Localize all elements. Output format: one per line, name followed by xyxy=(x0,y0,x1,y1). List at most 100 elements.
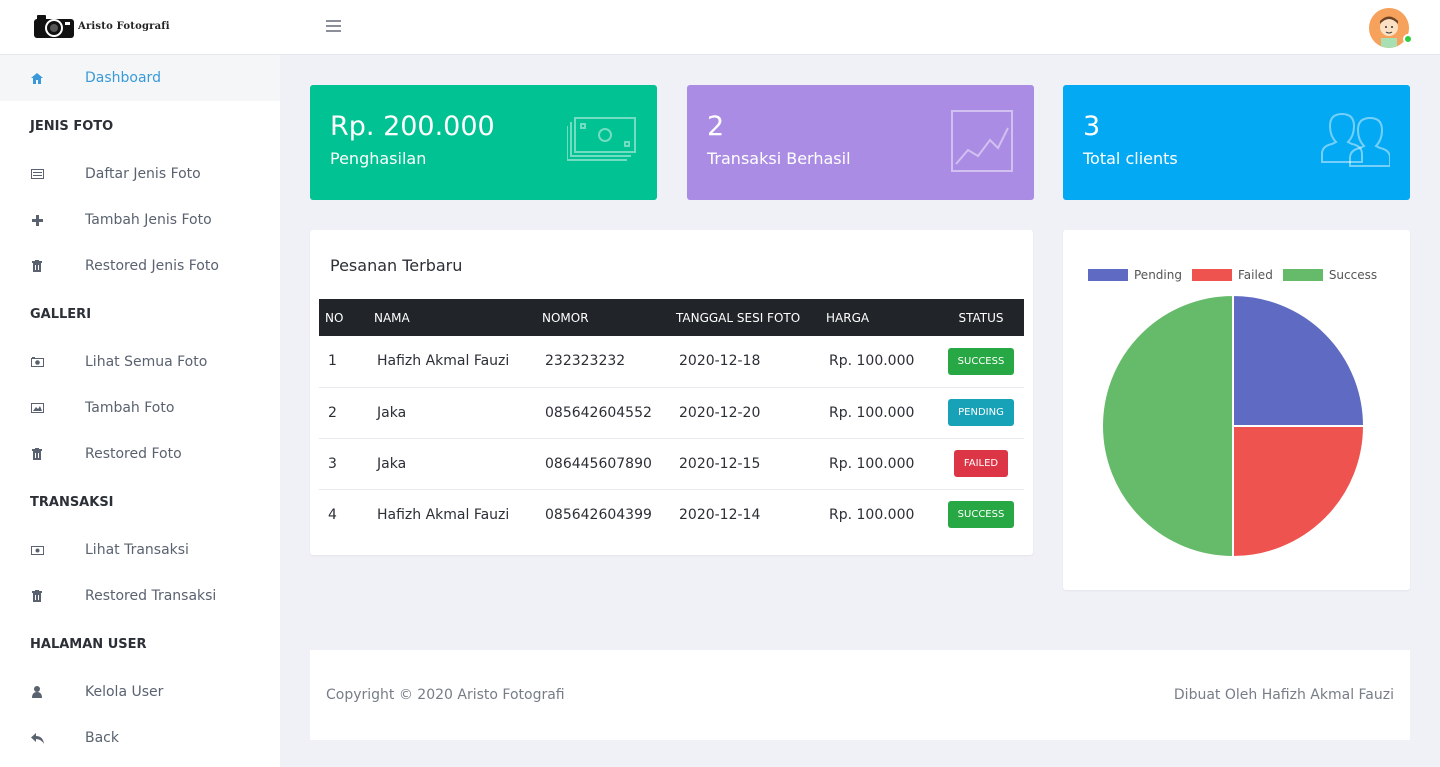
cell-no: 4 xyxy=(328,506,337,523)
orders-title: Pesanan Terbaru xyxy=(330,256,463,275)
column-header: TANGGAL SESI FOTO xyxy=(676,310,801,325)
cell-nomor: 085642604552 xyxy=(536,387,670,439)
sidebar-item-daftar-jenis-foto[interactable]: Daftar Jenis Foto xyxy=(0,151,280,197)
stat-value: Rp. 200.000 xyxy=(330,111,495,142)
sidebar-item-back[interactable]: Back xyxy=(0,715,280,761)
section-heading: HALAMAN USER xyxy=(30,637,147,652)
footer: Copyright © 2020 Aristo Fotografi Dibuat… xyxy=(310,650,1410,740)
sidebar-item-label: Restored Jenis Foto xyxy=(85,258,219,274)
cell-no: 3 xyxy=(319,438,368,490)
sidebar-item-label: Restored Transaksi xyxy=(85,588,217,604)
stat-card-transaksi: 2 Transaksi Berhasil xyxy=(687,85,1034,200)
section-heading: JENIS FOTO xyxy=(30,119,114,134)
cell-tanggal: 2020-12-18 xyxy=(670,336,820,388)
cell-tanggal: 2020-12-20 xyxy=(670,387,820,439)
sidebar-item-label: Back xyxy=(85,730,119,746)
menu-toggle-icon[interactable] xyxy=(326,20,341,33)
cell-status: SUCCESS xyxy=(938,489,1024,540)
chart-legend: Pending Failed Success xyxy=(1088,268,1387,282)
top-bar: Aristo Fotografi xyxy=(0,0,1440,55)
sidebar-item-tambah-jenis-foto[interactable]: Tambah Jenis Foto xyxy=(0,197,280,243)
column-header: NOMOR xyxy=(542,310,589,325)
column-header: HARGA xyxy=(826,310,870,325)
money-icon xyxy=(567,117,636,161)
camera-icon xyxy=(30,355,44,369)
column-header: NAMA xyxy=(374,310,410,325)
image-icon xyxy=(30,401,44,415)
cell-harga: Rp. 100.000 xyxy=(829,506,915,523)
stat-label: Penghasilan xyxy=(330,149,427,168)
stat-card-clients: 3 Total clients xyxy=(1063,85,1410,200)
pie-chart xyxy=(1101,293,1366,559)
cell-status: FAILED xyxy=(938,438,1024,490)
status-badge: FAILED xyxy=(953,450,1009,477)
status-badge: SUCCESS xyxy=(947,347,1015,375)
status-chart-card: Pending Failed Success xyxy=(1063,230,1410,590)
section-heading: TRANSAKSI xyxy=(30,495,114,510)
cell-nomor: 085642604399 xyxy=(545,506,652,523)
cell-tanggal: 2020-12-15 xyxy=(670,438,820,490)
table-row: 3 Jaka 086445607890 2020-12-15 Rp. 100.0… xyxy=(319,438,1024,490)
stat-label: Total clients xyxy=(1083,149,1178,168)
legend-swatch xyxy=(1191,269,1232,281)
sidebar-item-restored-foto[interactable]: Restored Foto xyxy=(0,431,280,477)
trash-icon xyxy=(30,447,44,461)
user-icon xyxy=(30,685,44,699)
section-heading: GALLERI xyxy=(30,307,92,322)
cell-status: PENDING xyxy=(938,387,1024,439)
sidebar-item-label: Dashboard xyxy=(85,70,161,86)
sidebar-item-label: Kelola User xyxy=(85,684,164,700)
legend-label: Success xyxy=(1328,268,1378,282)
brand-logo[interactable]: Aristo Fotografi xyxy=(32,12,170,40)
table-row: 4 Hafizh Akmal Fauzi 085642604399 2020-1… xyxy=(319,489,1024,540)
cell-nama: Hafizh Akmal Fauzi xyxy=(377,506,510,523)
table-row: 2 Jaka 085642604552 2020-12-20 Rp. 100.0… xyxy=(319,387,1024,439)
user-avatar[interactable] xyxy=(1369,8,1409,48)
cell-harga: Rp. 100.000 xyxy=(820,336,938,388)
sidebar-item-label: Tambah Foto xyxy=(85,400,175,416)
sidebar-item-tambah-foto[interactable]: Tambah Foto xyxy=(0,385,280,431)
legend-item-failed[interactable]: Failed xyxy=(1191,268,1273,282)
cell-no: 1 xyxy=(319,336,368,388)
home-icon xyxy=(30,71,44,85)
sidebar-item-label: Lihat Semua Foto xyxy=(85,354,208,370)
orders-card: Pesanan Terbaru NO NAMA NOMOR TANGGAL SE… xyxy=(310,230,1033,555)
stat-value: 3 xyxy=(1083,111,1101,142)
camera-icon xyxy=(34,15,74,38)
sidebar: Dashboard JENIS FOTO Daftar Jenis Foto T… xyxy=(0,55,280,767)
pie-slice-pending[interactable] xyxy=(1232,293,1366,427)
status-badge: PENDING xyxy=(948,399,1014,426)
legend-item-pending[interactable]: Pending xyxy=(1088,268,1182,282)
plus-icon xyxy=(30,213,44,227)
sidebar-item-lihat-transaksi[interactable]: Lihat Transaksi xyxy=(0,527,280,573)
sidebar-item-restored-transaksi[interactable]: Restored Transaksi xyxy=(0,573,280,619)
line-chart-icon xyxy=(951,110,1013,172)
column-header: NO xyxy=(325,310,344,325)
pie-slice-failed[interactable] xyxy=(1232,425,1366,559)
brand-name: Aristo Fotografi xyxy=(78,20,170,32)
reply-arrow-icon xyxy=(30,731,44,745)
sidebar-item-dashboard[interactable]: Dashboard xyxy=(0,55,280,101)
online-status-icon xyxy=(1403,34,1413,44)
stat-value: 2 xyxy=(707,111,725,142)
orders-table: NO NAMA NOMOR TANGGAL SESI FOTO HARGA ST… xyxy=(319,299,1024,540)
cell-status: SUCCESS xyxy=(938,336,1024,388)
cell-nama: Jaka xyxy=(368,438,536,490)
cell-tanggal: 2020-12-14 xyxy=(679,506,761,523)
cell-harga: Rp. 100.000 xyxy=(820,387,938,439)
legend-label: Failed xyxy=(1237,268,1273,282)
list-icon xyxy=(30,167,44,181)
sidebar-item-lihat-semua-foto[interactable]: Lihat Semua Foto xyxy=(0,339,280,385)
trash-icon xyxy=(30,589,44,603)
legend-item-success[interactable]: Success xyxy=(1282,268,1378,282)
sidebar-item-kelola-user[interactable]: Kelola User xyxy=(0,669,280,715)
cell-nomor: 232323232 xyxy=(536,336,670,388)
legend-swatch xyxy=(1088,269,1128,281)
credit-text: Dibuat Oleh Hafizh Akmal Fauzi xyxy=(1173,687,1394,703)
copyright-text: Copyright © 2020 Aristo Fotografi xyxy=(326,687,565,703)
sidebar-item-label: Tambah Jenis Foto xyxy=(85,212,212,228)
sidebar-item-restored-jenis-foto[interactable]: Restored Jenis Foto xyxy=(0,243,280,289)
pie-slice-success[interactable] xyxy=(1101,293,1234,559)
money-icon xyxy=(30,543,44,557)
user-face-icon xyxy=(1369,8,1409,48)
